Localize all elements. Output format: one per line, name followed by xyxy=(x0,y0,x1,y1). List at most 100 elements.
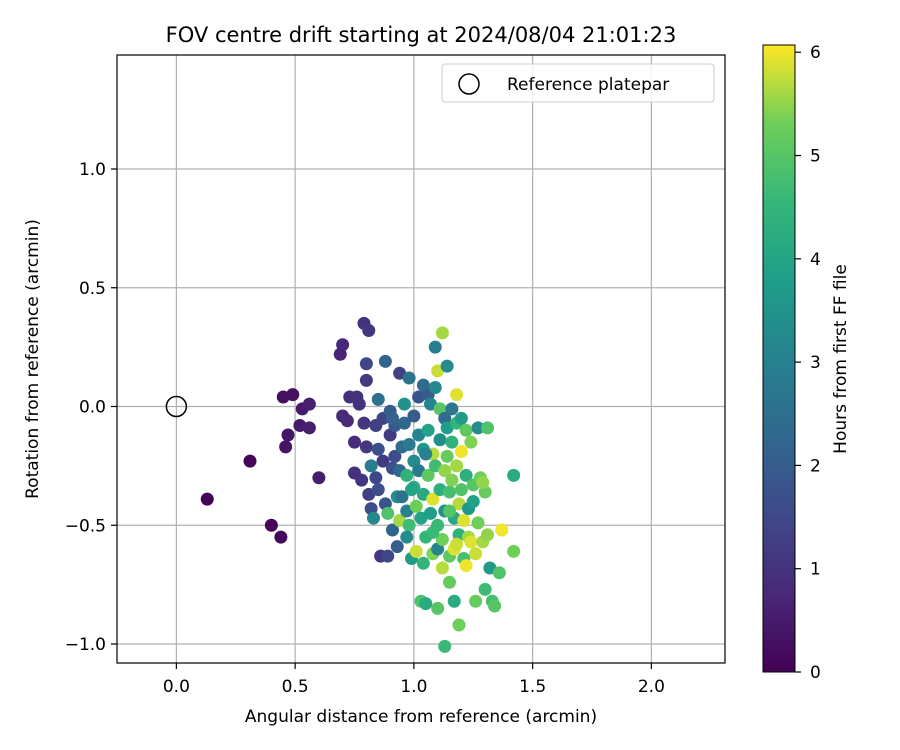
data-point xyxy=(466,495,480,508)
data-point xyxy=(419,447,433,461)
data-point xyxy=(243,454,257,468)
data-point xyxy=(495,523,509,537)
data-point xyxy=(476,476,490,489)
data-point xyxy=(435,533,449,546)
data-point xyxy=(464,435,478,449)
y-axis-label: Rotation from reference (arcmin) xyxy=(23,219,43,499)
data-point xyxy=(381,549,395,563)
data-point xyxy=(355,473,369,487)
data-point xyxy=(286,388,300,402)
data-point xyxy=(371,392,385,406)
colorbar: 0 1 2 3 4 5 6 Hours from first FF file xyxy=(762,43,851,683)
y-tick-label: −0.5 xyxy=(65,516,106,536)
data-point xyxy=(440,359,454,373)
data-point xyxy=(402,518,416,532)
data-point xyxy=(359,357,373,371)
chart-title: FOV centre drift starting at 2024/08/04 … xyxy=(166,23,677,47)
data-point xyxy=(438,464,452,478)
data-point xyxy=(409,499,423,513)
plot-frame xyxy=(116,54,726,664)
data-point xyxy=(445,402,459,416)
legend-entry-reference: Reference platepar xyxy=(507,75,669,95)
data-point xyxy=(371,483,385,497)
data-point xyxy=(400,468,414,482)
data-point xyxy=(405,483,418,497)
data-point xyxy=(435,326,449,340)
data-point xyxy=(388,449,402,463)
data-point xyxy=(454,445,468,459)
data-point xyxy=(492,566,506,580)
x-tick-label: 2.0 xyxy=(638,677,665,697)
colorbar-tick-label: 1 xyxy=(810,560,821,580)
data-point xyxy=(481,421,494,435)
data-point xyxy=(464,535,478,549)
data-point xyxy=(395,490,409,504)
data-point xyxy=(407,409,421,423)
colorbar-tick-label: 6 xyxy=(810,43,821,63)
data-point xyxy=(357,416,371,430)
x-tick-label: 0.0 xyxy=(163,677,190,697)
legend-box xyxy=(441,63,715,103)
data-point xyxy=(381,506,395,520)
data-point xyxy=(390,540,404,554)
data-point xyxy=(443,485,456,499)
y-tick-label: 0.5 xyxy=(79,279,106,299)
data-point xyxy=(507,544,521,558)
x-tick-label: 1.0 xyxy=(400,677,427,697)
x-axis-label: Angular distance from reference (arcmin) xyxy=(245,707,597,727)
data-point xyxy=(459,423,473,437)
data-point xyxy=(452,618,466,632)
data-point xyxy=(364,459,378,473)
data-point xyxy=(471,516,485,530)
y-axis-ticks: −1.0 −0.5 0.0 0.5 1.0 xyxy=(65,160,117,655)
data-point xyxy=(450,537,464,551)
data-point xyxy=(348,435,361,449)
data-point xyxy=(440,449,454,463)
colorbar-tick-label: 0 xyxy=(810,663,821,683)
data-point xyxy=(279,440,293,454)
colorbar-tick-label: 3 xyxy=(810,353,821,373)
data-point xyxy=(409,544,423,558)
data-point xyxy=(264,518,278,532)
data-point xyxy=(359,440,373,454)
data-point xyxy=(419,597,433,611)
data-point xyxy=(426,525,440,539)
data-point xyxy=(457,514,471,527)
data-point xyxy=(359,373,373,387)
data-point xyxy=(459,468,473,482)
data-point xyxy=(445,435,459,449)
data-point xyxy=(312,471,326,485)
data-point xyxy=(302,421,316,435)
x-axis-ticks: 0.0 0.5 1.0 1.5 2.0 xyxy=(163,663,665,697)
data-point xyxy=(488,599,502,613)
data-point xyxy=(424,506,437,520)
data-point xyxy=(302,397,316,411)
colorbar-tick-label: 4 xyxy=(810,250,821,270)
data-point xyxy=(447,594,461,608)
data-point xyxy=(362,324,376,337)
reference-platepar-marker xyxy=(165,395,188,418)
data-point xyxy=(421,423,435,437)
grid xyxy=(117,55,725,663)
data-point xyxy=(378,354,392,368)
colorbar-label: Hours from first FF file xyxy=(831,264,851,454)
data-point xyxy=(445,473,459,487)
data-point xyxy=(443,504,456,518)
data-point xyxy=(428,381,442,394)
data-point xyxy=(438,639,452,653)
data-point xyxy=(471,421,485,435)
data-point xyxy=(371,442,385,456)
legend: Reference platepar xyxy=(441,63,715,103)
y-tick-label: −1.0 xyxy=(65,635,106,655)
data-point xyxy=(454,411,468,425)
data-point xyxy=(386,411,399,425)
data-points xyxy=(200,316,521,653)
y-tick-label: 1.0 xyxy=(79,160,106,180)
data-point xyxy=(450,388,464,402)
colorbar-ticks: 0 1 2 3 4 5 6 xyxy=(795,43,821,683)
data-point xyxy=(376,454,390,468)
data-point xyxy=(421,468,435,482)
data-point xyxy=(402,438,416,451)
legend-marker xyxy=(458,73,480,95)
data-point xyxy=(200,492,214,506)
